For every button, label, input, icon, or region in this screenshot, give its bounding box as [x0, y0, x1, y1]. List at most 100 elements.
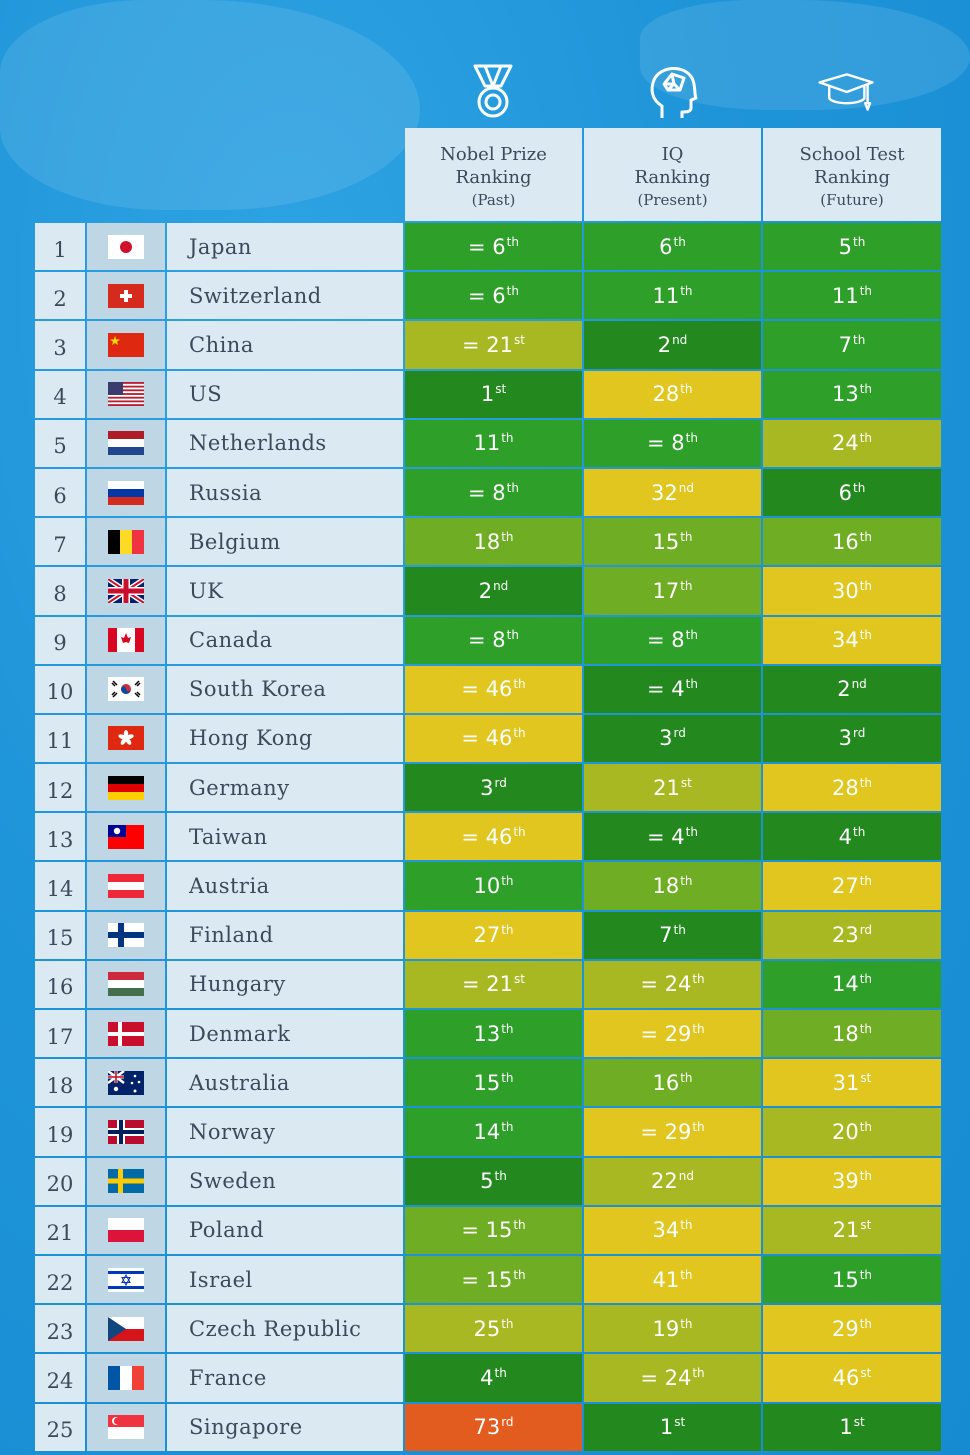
- ordinal-suffix: th: [680, 529, 693, 544]
- rank-number: 18: [35, 1059, 85, 1107]
- flag-israel-icon: [87, 1255, 165, 1304]
- ordinal-suffix: th: [506, 234, 519, 249]
- country-name: China: [167, 321, 403, 369]
- school-test-rank-cell: 30th: [763, 567, 941, 615]
- iq-rank-cell: 7th: [584, 911, 761, 959]
- table-row: 22 Israel = 15th 41th 15th: [35, 1255, 941, 1304]
- country-name: Israel: [167, 1255, 403, 1304]
- table-row: 5 Netherlands 11th = 8th 24th: [35, 419, 941, 467]
- table-row: 4 US 1st 28th 13th: [35, 370, 941, 418]
- country-name: Denmark: [167, 1010, 403, 1058]
- nobel-rank-cell: 27th: [405, 911, 582, 959]
- rank-value: 15: [473, 1070, 501, 1095]
- rank-value: 24: [831, 431, 859, 456]
- rank-value: 7: [659, 923, 673, 948]
- country-name: Russia: [167, 468, 403, 517]
- rank-number: 22: [35, 1255, 85, 1304]
- nobel-rank-cell: = 15th: [405, 1206, 582, 1254]
- column-title: Nobel Prize: [440, 143, 547, 165]
- ordinal-suffix: th: [692, 1021, 705, 1036]
- column-title: IQ: [661, 143, 684, 165]
- ordinal-suffix: st: [514, 972, 525, 987]
- iq-rank-cell: 41th: [584, 1255, 761, 1304]
- ordinal-suffix: st: [853, 1415, 865, 1430]
- rank-value: = 6: [468, 234, 506, 259]
- rank-number: 2: [35, 272, 85, 320]
- ordinal-suffix: th: [513, 1218, 526, 1233]
- rank-number: 13: [35, 813, 85, 861]
- iq-rank-cell: 28th: [584, 370, 761, 418]
- school-test-rank-cell: 6th: [763, 468, 941, 517]
- ordinal-suffix: th: [506, 480, 519, 495]
- rank-value: 29: [831, 1316, 859, 1341]
- school-test-rank-cell: 39th: [763, 1157, 941, 1205]
- iq-rank-cell: 18th: [584, 862, 761, 910]
- rank-number: 16: [35, 960, 85, 1008]
- rank-number: 7: [35, 518, 85, 566]
- rank-value: = 6: [468, 283, 506, 308]
- school-test-rank-cell: 18th: [763, 1010, 941, 1058]
- flag-belgium-icon: [87, 518, 165, 566]
- rank-value: = 46: [461, 824, 513, 849]
- rank-value: 27: [473, 923, 501, 948]
- rank-value: 7: [838, 332, 853, 357]
- nobel-rank-cell: = 46th: [405, 665, 582, 713]
- ordinal-suffix: th: [859, 529, 873, 544]
- table-row: 24 France 4th = 24th 46st: [35, 1354, 941, 1402]
- ordinal-suffix: st: [680, 775, 692, 790]
- medal-icon: [473, 64, 513, 118]
- iq-rank-cell: 15th: [584, 518, 761, 566]
- iq-rank-cell: = 8th: [584, 616, 761, 664]
- flag-japan-icon: [87, 223, 165, 271]
- table-row: 12 Germany 3rd 21st 28th: [35, 764, 941, 812]
- ordinal-suffix: th: [494, 1169, 507, 1184]
- ordinal-suffix: th: [859, 874, 873, 889]
- ordinal-suffix: th: [513, 824, 526, 839]
- table-row: 18 Australia 15th 16th 31st: [35, 1059, 941, 1107]
- rank-value: 4: [480, 1365, 494, 1390]
- ordinal-suffix: st: [514, 332, 525, 347]
- table-row: 21 Poland = 15th 34th 21st: [35, 1206, 941, 1254]
- table-row: 6 Russia = 8th 32nd 6th: [35, 468, 941, 517]
- rank-value: 31: [832, 1070, 860, 1095]
- country-name: Austria: [167, 862, 403, 910]
- rank-value: = 8: [647, 628, 685, 653]
- rank-value: 4: [838, 824, 853, 849]
- rank-value: 32: [651, 480, 678, 505]
- rank-value: 20: [831, 1119, 859, 1144]
- rank-value: 41: [652, 1267, 680, 1292]
- school-test-rank-cell: 13th: [763, 370, 941, 418]
- rank-value: 10: [473, 874, 501, 899]
- rank-number: 24: [35, 1354, 85, 1402]
- flag-finland-icon: [87, 911, 165, 959]
- ordinal-suffix: th: [680, 1218, 693, 1233]
- country-name: Japan: [167, 223, 403, 271]
- column-title-line2: Ranking: [455, 166, 532, 188]
- ordinal-suffix: st: [860, 1365, 872, 1380]
- ordinal-suffix: th: [680, 578, 693, 593]
- flag-hungary-icon: [87, 960, 165, 1008]
- rank-number: 9: [35, 616, 85, 664]
- iq-rank-cell: = 29th: [584, 1108, 761, 1156]
- nobel-rank-cell: 4th: [405, 1354, 582, 1402]
- ordinal-suffix: th: [506, 628, 519, 643]
- iq-rank-cell: 11th: [584, 272, 761, 320]
- ordinal-suffix: th: [853, 480, 866, 495]
- ordinal-suffix: th: [859, 1119, 873, 1134]
- school-test-rank-cell: 1st: [763, 1403, 941, 1451]
- rank-value: 1: [480, 382, 495, 407]
- ordinal-suffix: rd: [501, 1415, 514, 1430]
- school-test-rank-cell: 27th: [763, 862, 941, 910]
- iq-rank-cell: 16th: [584, 1059, 761, 1107]
- iq-rank-cell: 1st: [584, 1403, 761, 1451]
- school-test-rank-cell: 5th: [763, 223, 941, 271]
- table-row: 15 Finland 27th 7th 23rd: [35, 911, 941, 959]
- rank-value: 25: [473, 1316, 501, 1341]
- flag-taiwan-icon: [87, 813, 165, 861]
- rank-value: = 8: [468, 628, 506, 653]
- ordinal-suffix: st: [674, 1415, 686, 1430]
- flag-china-icon: [87, 321, 165, 369]
- rank-number: 12: [35, 764, 85, 812]
- rank-value: 11: [473, 431, 501, 456]
- table-row: 20 Sweden 5th 22nd 39th: [35, 1157, 941, 1205]
